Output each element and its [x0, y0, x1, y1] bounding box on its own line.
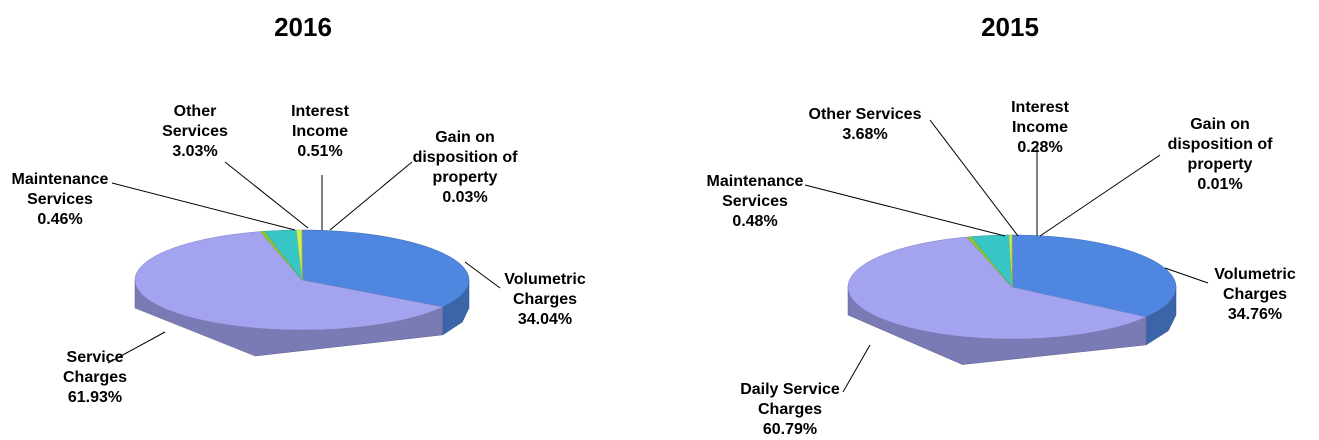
chart-title: 2016	[274, 12, 332, 42]
value-label: 0.51%	[297, 143, 343, 160]
data-label: Other Services 3.03%	[150, 102, 240, 162]
category-label: Maintenance Services	[706, 173, 804, 210]
chart-title: 2015	[981, 12, 1039, 42]
leader-line	[804, 184, 1006, 237]
data-label: Maintenance Services 0.46%	[0, 170, 120, 230]
leader-line	[111, 182, 296, 231]
category-label: Other Services	[808, 106, 922, 123]
value-label: 0.46%	[37, 211, 83, 228]
category-label: Other Services	[162, 103, 228, 140]
leader-line	[464, 261, 501, 289]
value-label: 0.01%	[1197, 176, 1243, 193]
value-label: 0.28%	[1017, 139, 1063, 156]
category-label: Volumetric Charges	[1214, 266, 1296, 303]
value-label: 3.68%	[842, 126, 888, 143]
category-label: Maintenance Services	[11, 171, 109, 208]
slice	[847, 236, 1147, 340]
slice	[971, 234, 1013, 288]
data-label: Interest Income 0.51%	[270, 102, 370, 162]
data-label: Other Services 3.68%	[795, 105, 935, 145]
data-label: Service Charges 61.93%	[40, 348, 150, 408]
data-label: Volumetric Charges 34.04%	[490, 270, 600, 330]
category-label: Daily Service Charges	[740, 381, 840, 418]
value-label: 61.93%	[67, 389, 123, 406]
category-label: Volumetric Charges	[504, 271, 586, 308]
category-label: Interest Income	[291, 103, 349, 140]
leader-line	[842, 344, 871, 393]
slice	[1011, 234, 1177, 318]
value-label: 60.79%	[762, 421, 818, 438]
category-label: Interest Income	[1011, 99, 1069, 136]
category-label: Service Charges	[62, 349, 128, 386]
data-label: Daily Service Charges 60.79%	[720, 380, 860, 440]
data-label: Interest Income 0.28%	[990, 98, 1090, 158]
leader-line	[929, 119, 1019, 237]
leader-line	[1039, 154, 1161, 237]
category-label: Gain on disposition of property	[412, 129, 518, 186]
value-label: 34.76%	[1227, 306, 1283, 323]
slice	[134, 231, 444, 331]
data-label: Maintenance Services 0.48%	[690, 172, 820, 232]
value-label: 0.48%	[732, 213, 778, 230]
leader-line	[1164, 267, 1209, 284]
category-label: Gain on disposition of property	[1167, 116, 1273, 173]
value-label: 34.04%	[517, 311, 573, 328]
data-label: Volumetric Charges 34.76%	[1200, 265, 1310, 325]
value-label: 3.03%	[172, 143, 218, 160]
data-label: Gain on disposition of property 0.03%	[395, 128, 535, 208]
leader-line	[329, 161, 413, 231]
data-label: Gain on disposition of property 0.01%	[1150, 115, 1290, 195]
slice	[301, 229, 470, 308]
leader-line	[224, 161, 309, 229]
leader-line	[107, 331, 166, 364]
value-label: 0.03%	[442, 189, 488, 206]
